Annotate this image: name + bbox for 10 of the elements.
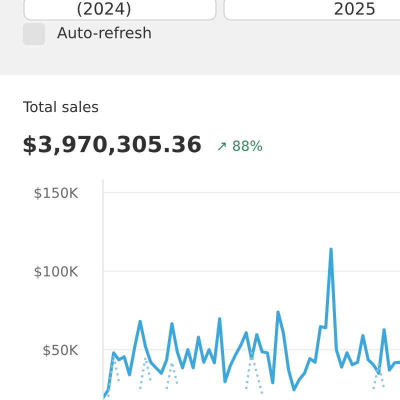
y-tick-label: $100K (34, 266, 78, 278)
text: ↗ 88% (218, 140, 262, 152)
chart-title: Total sales (22, 100, 98, 112)
y-tick-label: $50K (44, 344, 78, 358)
line-series (103, 248, 400, 400)
y-tick-label: $150K (34, 187, 78, 200)
text: Auto-refresh (57, 26, 151, 38)
text: 2025 (334, 2, 375, 15)
text: (2024) (78, 2, 130, 17)
chart-subtitle: $3,970,305.36 (24, 135, 201, 156)
